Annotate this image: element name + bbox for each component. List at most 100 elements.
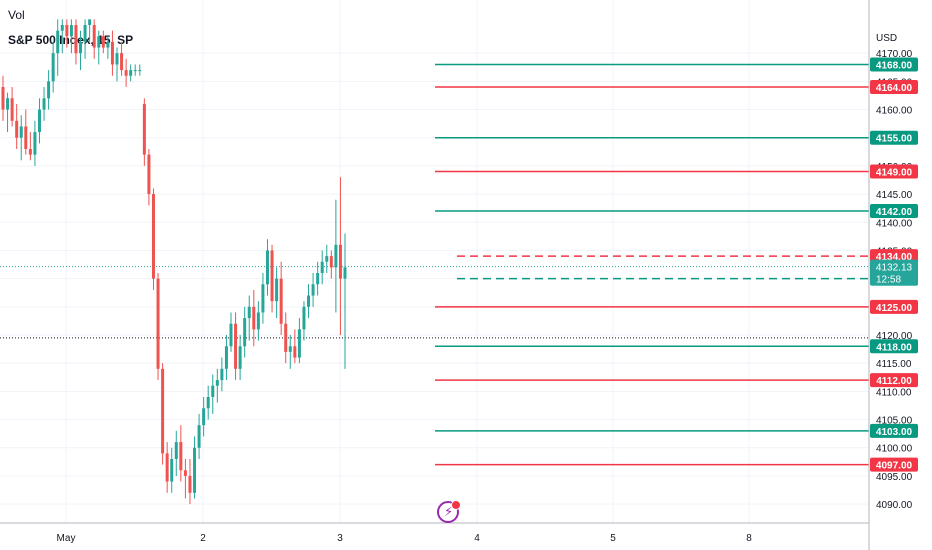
candle-body <box>10 98 14 121</box>
level-price-label: 4125.00 <box>876 303 913 314</box>
candle-body <box>83 25 87 42</box>
candle-body <box>211 385 215 397</box>
candle-body <box>293 346 297 358</box>
current-price-tag <box>870 259 918 286</box>
candle-body <box>147 154 151 195</box>
candle-body <box>42 98 46 110</box>
candle-body <box>316 273 320 285</box>
y-tick-label: 4105.00 <box>876 416 913 427</box>
candle-body <box>97 36 101 48</box>
x-tick-label: May <box>57 533 76 544</box>
x-tick-label: 3 <box>337 533 343 544</box>
y-tick-label: 4160.00 <box>876 106 913 117</box>
candle-body <box>1 87 5 110</box>
current-price-label: 4132.13 <box>876 263 913 274</box>
level-price-label: 4142.00 <box>876 207 913 218</box>
candle-body <box>120 53 124 71</box>
candle-body <box>28 149 32 155</box>
candle-body <box>202 408 206 426</box>
candle-body <box>142 103 146 155</box>
candle-body <box>265 250 269 285</box>
candle-body <box>79 41 83 54</box>
candle-body <box>188 475 192 493</box>
candle-body <box>165 453 169 482</box>
level-price-tag <box>870 80 918 94</box>
level-price-label: 4149.00 <box>876 168 913 179</box>
candle-body <box>197 425 201 448</box>
level-price-tag <box>870 164 918 179</box>
candle-body <box>243 318 247 347</box>
candle-body <box>179 442 183 471</box>
candle-body <box>338 244 342 279</box>
candle-body <box>220 368 224 381</box>
candle-body <box>101 36 105 48</box>
candle-body <box>156 278 160 369</box>
level-price-tag <box>870 457 918 472</box>
candle-body <box>24 126 28 149</box>
x-tick-label: 5 <box>610 533 616 544</box>
level-price-label: 4155.00 <box>876 134 913 145</box>
candle-body <box>129 70 133 76</box>
level-price-label: 4168.00 <box>876 60 913 71</box>
level-price-label: 4118.00 <box>876 342 912 353</box>
candle-body <box>138 70 142 72</box>
level-price-label: 4103.00 <box>876 427 913 438</box>
candle-body <box>307 295 311 307</box>
candle-body <box>193 447 197 493</box>
candle-body <box>311 284 315 296</box>
y-tick-label: 4145.00 <box>876 190 913 201</box>
level-price-label: 4112.00 <box>876 376 912 387</box>
candle-body <box>224 346 228 369</box>
level-price-tag <box>870 249 918 264</box>
bar-countdown-label: 12:58 <box>876 275 901 286</box>
candle-body <box>56 30 60 54</box>
candle-body <box>151 194 155 279</box>
y-tick-label: 4115.00 <box>876 359 912 370</box>
axes-layer: 4090.00 4095.00 4100.00 4105.00 4110.00 4115.… <box>0 0 913 550</box>
volume-legend-label[interactable]: Vol <box>8 8 25 22</box>
candle-body <box>206 397 210 409</box>
candle-body <box>124 70 128 76</box>
candle-body <box>270 250 274 302</box>
y-tick-label: 4100.00 <box>876 444 913 455</box>
candle-body <box>320 261 324 273</box>
candle-body <box>88 19 92 25</box>
candle-body <box>279 278 283 324</box>
x-tick-label: 4 <box>474 533 480 544</box>
candle-body <box>60 25 64 31</box>
candle-body <box>252 306 256 330</box>
levels-layer <box>435 63 869 466</box>
candle-body <box>261 284 265 313</box>
y-tick-label: 4110.00 <box>876 387 912 398</box>
level-price-tag <box>870 423 918 438</box>
candle-body <box>51 53 55 82</box>
candle-body <box>65 25 69 37</box>
candle-body <box>174 442 178 459</box>
flash-event-icon[interactable]: ⚡ <box>437 500 461 523</box>
candle-body <box>115 53 119 65</box>
price-labels-layer: 4168.00 4164.00 4155.00 4149.00 4142.00 4134.… <box>870 57 918 472</box>
candle-body <box>215 380 219 386</box>
candle-body <box>325 256 329 262</box>
level-price-tag <box>870 204 918 218</box>
y-tick-label: 4120.00 <box>876 331 913 342</box>
candle-body <box>234 323 238 369</box>
candle-body <box>170 459 174 482</box>
candle-body <box>33 132 37 155</box>
x-tick-label: 2 <box>200 533 206 544</box>
candle-body <box>110 41 114 65</box>
y-tick-label: 4090.00 <box>876 500 913 511</box>
candle-body <box>6 98 10 110</box>
candle-body <box>275 278 279 302</box>
candles-layer <box>1 19 347 505</box>
candle-body <box>343 267 347 279</box>
candle-body <box>183 470 187 476</box>
level-price-label: 4134.00 <box>876 252 913 263</box>
level-price-tag <box>870 339 918 354</box>
candle-body <box>247 306 251 319</box>
candle-body <box>92 25 96 48</box>
candle-body <box>161 368 165 454</box>
candle-body <box>302 306 306 330</box>
candle-body <box>47 81 51 99</box>
